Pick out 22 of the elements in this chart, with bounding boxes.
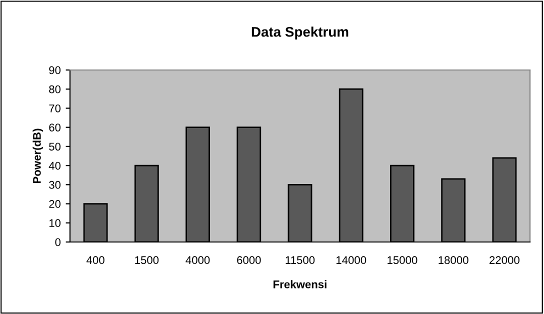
- x-tick-label: 4000: [186, 256, 210, 264]
- y-tick-label: 80: [49, 85, 61, 94]
- chart-title: Data Spektrum: [252, 26, 348, 40]
- x-tick-label: 14000: [336, 256, 366, 264]
- y-tick-label: 60: [49, 124, 61, 132]
- y-tick-label: 20: [49, 200, 61, 208]
- x-axis-title: Frekwensi: [274, 280, 326, 288]
- x-tick-label: 1500: [135, 256, 159, 264]
- y-tick-label: 30: [49, 180, 61, 189]
- y-tick-label: 10: [49, 219, 61, 228]
- x-tick-label: 18000: [438, 256, 468, 264]
- y-tick-label: 0: [55, 238, 61, 246]
- y-tick-label: 90: [49, 66, 61, 74]
- y-tick-label: 50: [49, 142, 61, 151]
- y-axis-title: Power(dB): [32, 128, 44, 184]
- y-tick-label: 40: [48, 162, 61, 170]
- x-tick-label: 15000: [388, 256, 418, 264]
- x-tick-label: 11500: [286, 256, 315, 264]
- x-tick-label: 6000: [237, 256, 261, 264]
- x-tick-label: 400: [86, 256, 104, 264]
- x-tick-label: 22000: [490, 256, 520, 264]
- y-tick-label: 70: [49, 104, 61, 112]
